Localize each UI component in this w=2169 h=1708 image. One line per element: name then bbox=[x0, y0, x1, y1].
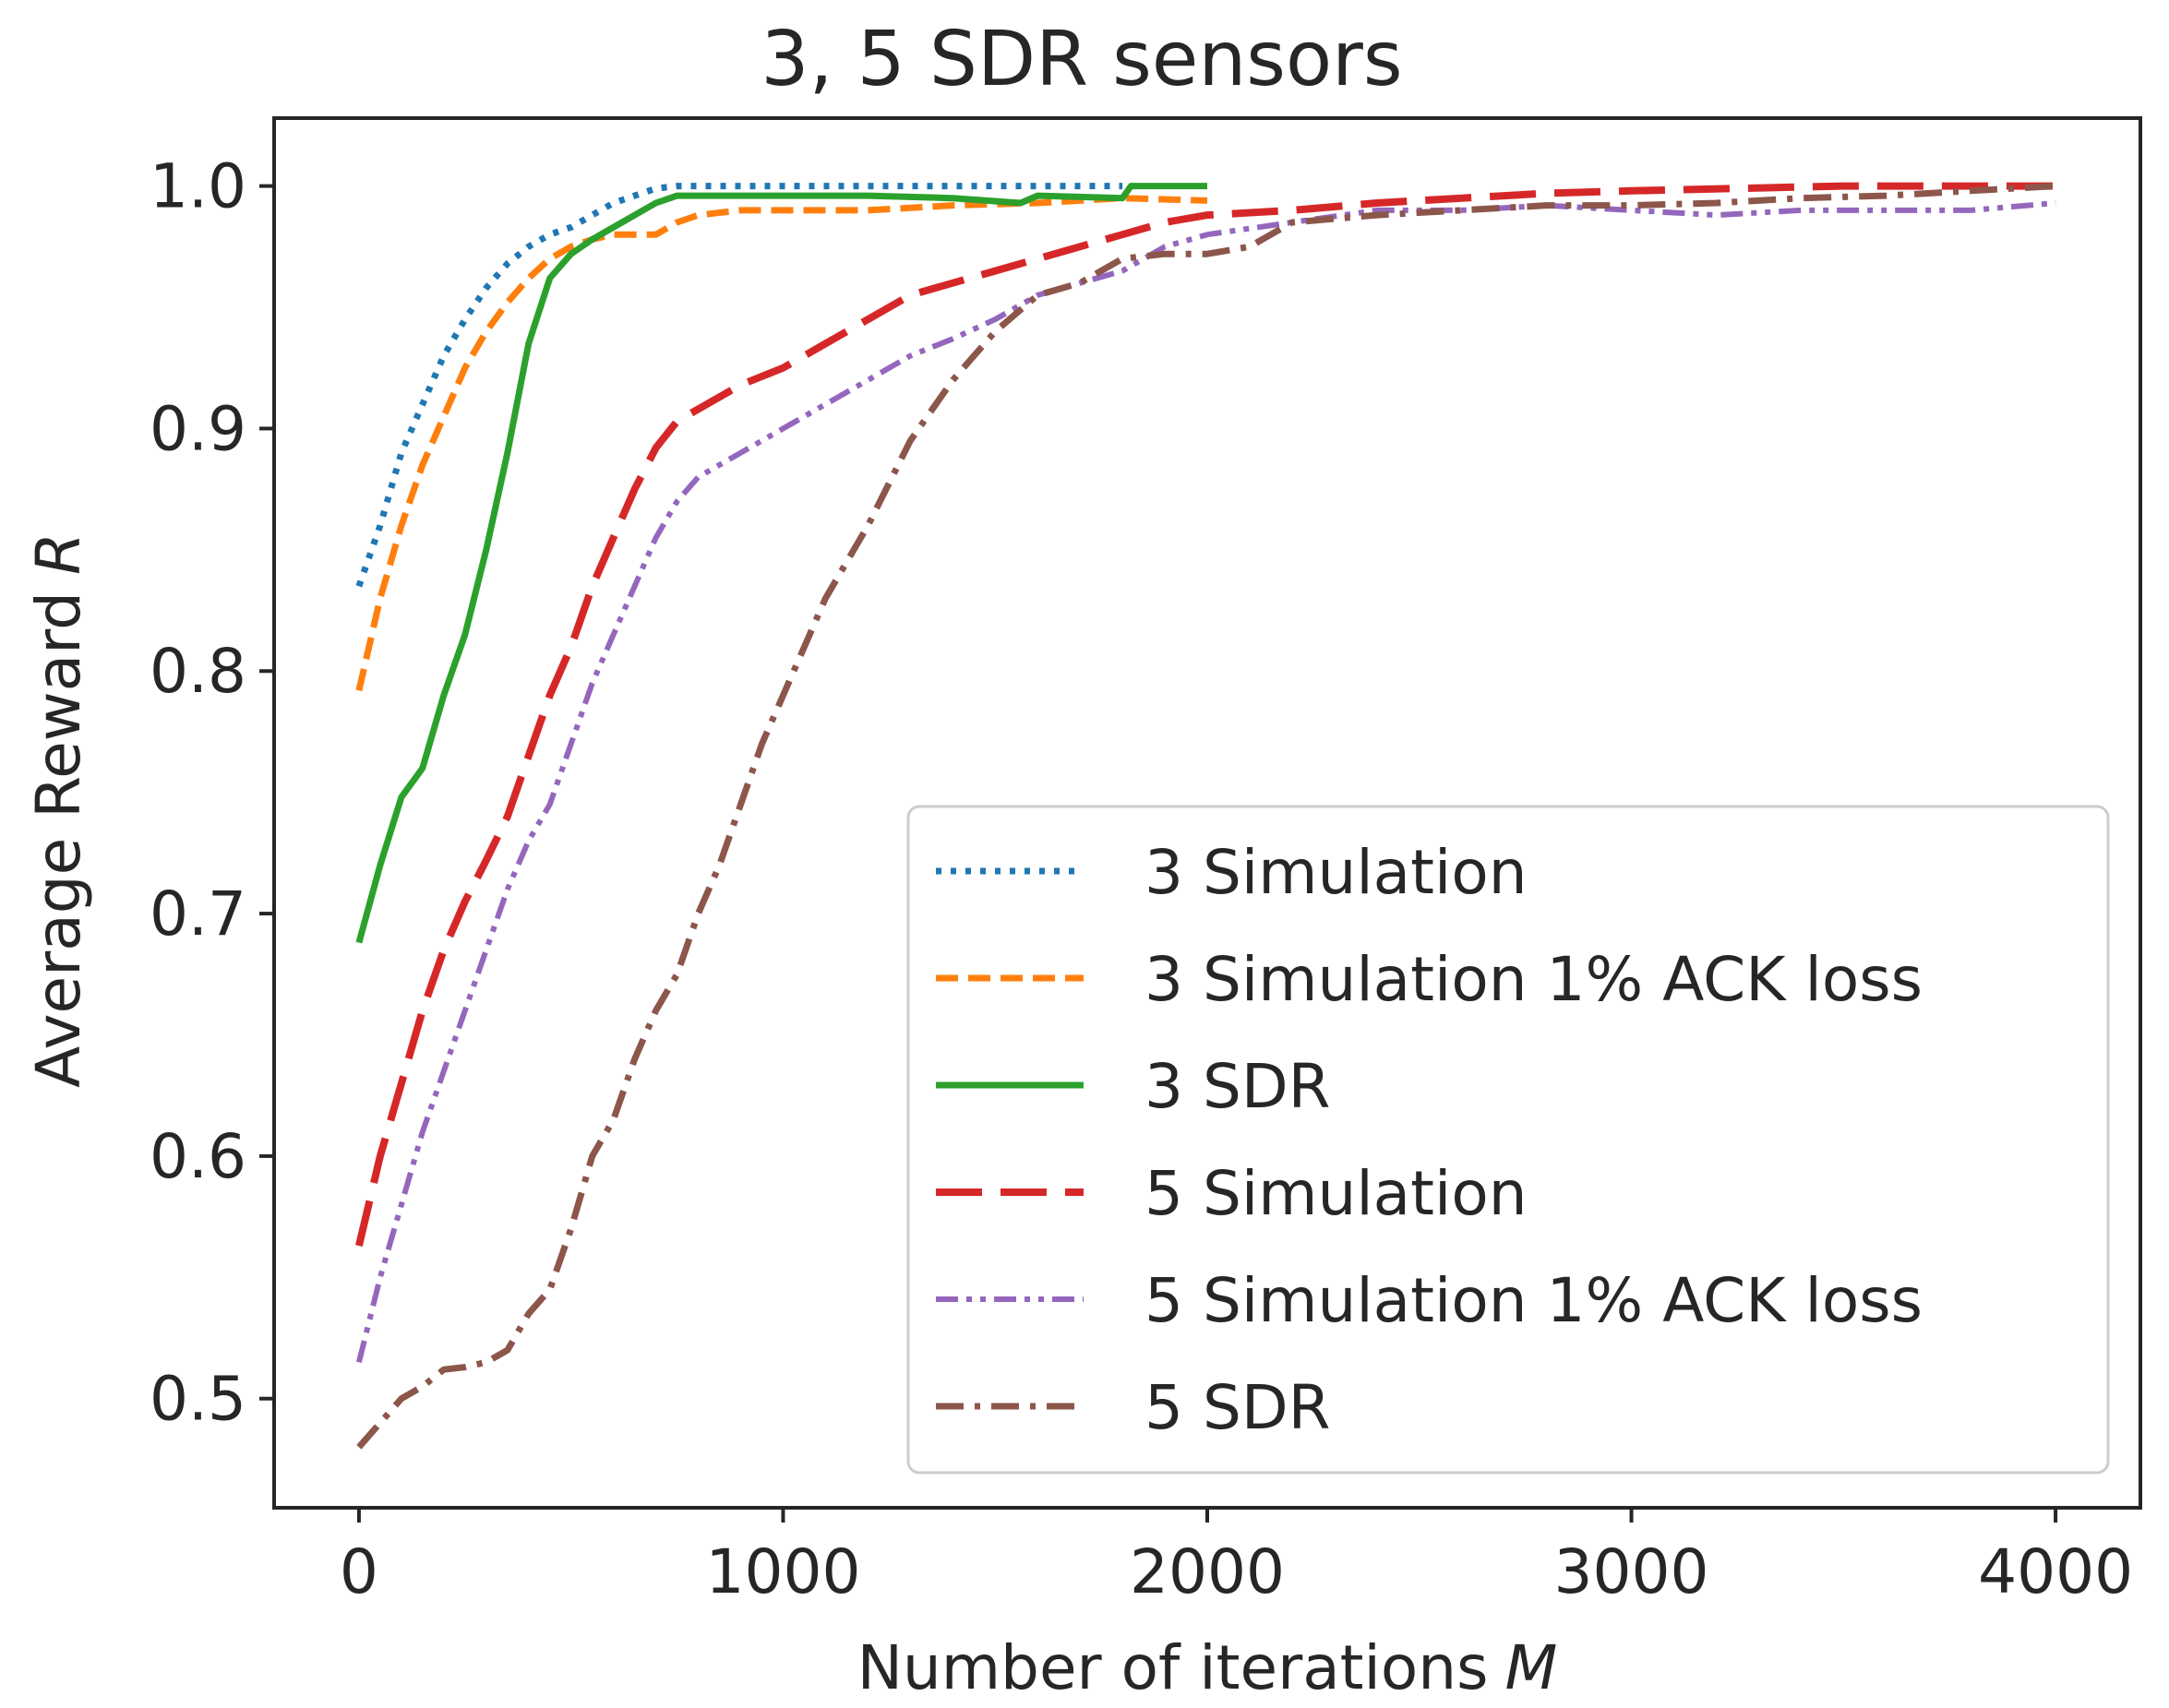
y-axis-label-text: Average Reward bbox=[23, 591, 94, 1088]
x-tick-label: 2000 bbox=[1130, 1536, 1285, 1607]
legend-label-3-simulation: 3 Simulation bbox=[1144, 837, 1528, 908]
x-axis-label-text: Number of iterations bbox=[857, 1632, 1489, 1703]
chart-title: 3, 5 SDR sensors bbox=[761, 16, 1402, 103]
y-tick-label: 0.8 bbox=[150, 636, 246, 707]
legend-label-3-simulation-1pct-ack-loss: 3 Simulation 1% ACK loss bbox=[1144, 944, 1923, 1015]
x-tick-label: 3000 bbox=[1554, 1536, 1709, 1607]
y-axis-label: Average Reward R bbox=[23, 532, 94, 1088]
legend-label-3-sdr: 3 SDR bbox=[1144, 1051, 1331, 1122]
y-tick-label: 1.0 bbox=[150, 151, 246, 222]
y-tick-label: 0.9 bbox=[150, 393, 246, 464]
x-tick-label: 1000 bbox=[705, 1536, 860, 1607]
series-line-5-simulation bbox=[355, 182, 2056, 1248]
legend-label-5-simulation: 5 Simulation bbox=[1144, 1158, 1528, 1229]
plot-series-group bbox=[355, 182, 2056, 1450]
y-tick-label: 0.7 bbox=[150, 878, 246, 950]
x-axis-ticks: 0 1000 2000 3000 4000 bbox=[340, 1508, 2133, 1607]
y-axis-ticks: 0.5 0.6 0.7 0.8 0.9 1.0 bbox=[150, 151, 274, 1435]
legend-items: 3 Simulation 3 Simulation 1% ACK loss 3 SD… bbox=[936, 837, 1923, 1443]
series-line-3-sdr bbox=[355, 183, 1207, 944]
y-axis-label-var: R bbox=[23, 532, 94, 575]
legend: 3 Simulation 3 Simulation 1% ACK loss 3 SD… bbox=[906, 805, 2110, 1475]
legend-box bbox=[906, 805, 2110, 1475]
series-line-3-simulation bbox=[355, 183, 1123, 588]
series-line-5-sdr bbox=[356, 183, 2056, 1450]
x-axis-label-var: M bbox=[1504, 1632, 1557, 1703]
series-line-5-simulation-1pct-ack-loss bbox=[355, 200, 2056, 1364]
legend-label-5-simulation-1pct-ack-loss: 5 Simulation 1% ACK loss bbox=[1144, 1265, 1923, 1336]
x-axis-label: Number of iterations M bbox=[857, 1632, 1558, 1703]
legend-label-5-sdr: 5 SDR bbox=[1144, 1372, 1331, 1443]
y-tick-label: 0.6 bbox=[150, 1121, 246, 1192]
x-tick-label: 0 bbox=[340, 1536, 378, 1607]
x-tick-label: 4000 bbox=[1978, 1536, 2133, 1607]
y-tick-label: 0.5 bbox=[150, 1364, 246, 1435]
